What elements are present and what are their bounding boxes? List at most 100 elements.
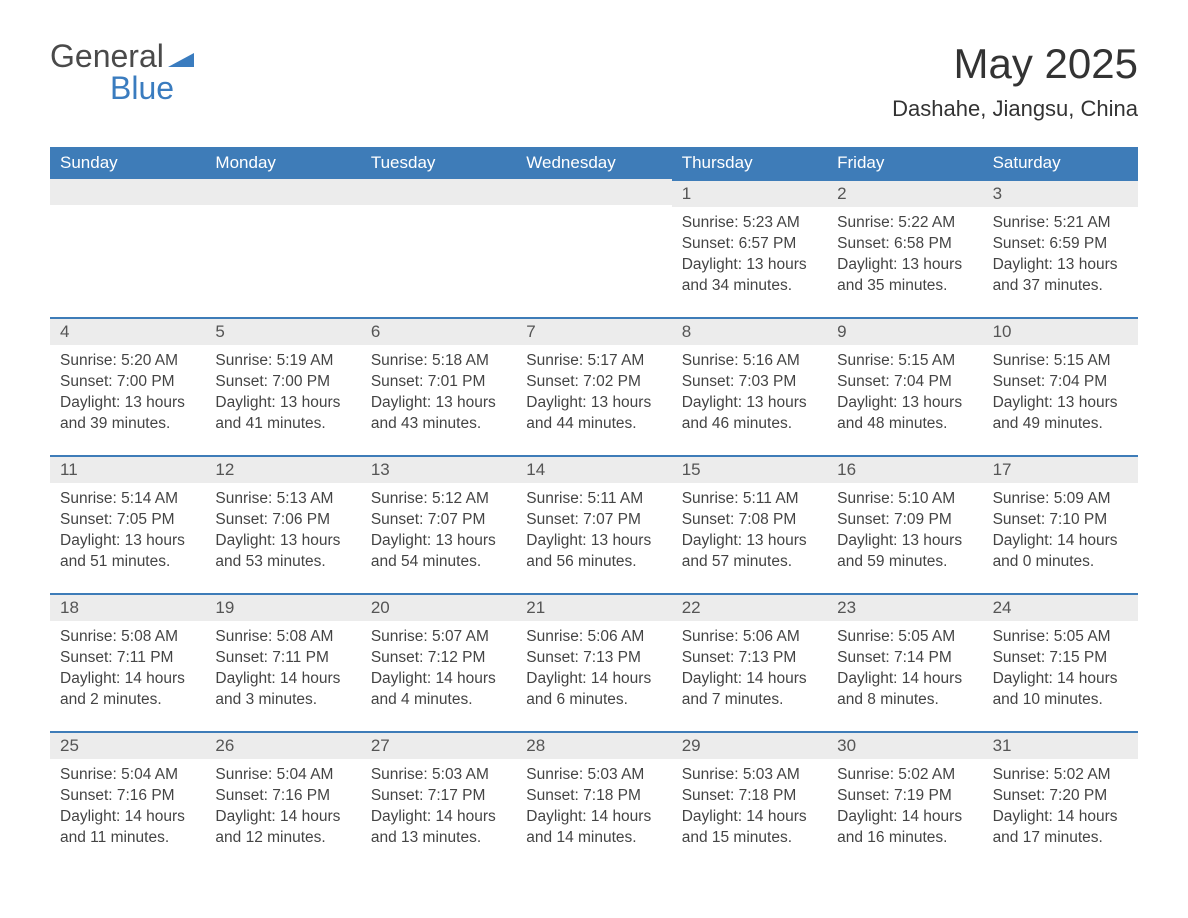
day-content: Sunrise: 5:03 AMSunset: 7:17 PMDaylight:… — [361, 759, 516, 855]
day-number: 3 — [983, 179, 1138, 207]
calendar-day-cell: 7Sunrise: 5:17 AMSunset: 7:02 PMDaylight… — [516, 317, 671, 455]
calendar-day-cell: 18Sunrise: 5:08 AMSunset: 7:11 PMDayligh… — [50, 593, 205, 731]
title-block: May 2025 Dashahe, Jiangsu, China — [892, 40, 1138, 122]
calendar-day-cell: 30Sunrise: 5:02 AMSunset: 7:19 PMDayligh… — [827, 731, 982, 855]
month-title: May 2025 — [892, 40, 1138, 88]
day-number: 18 — [50, 593, 205, 621]
day-number: 27 — [361, 731, 516, 759]
calendar-day-cell: 25Sunrise: 5:04 AMSunset: 7:16 PMDayligh… — [50, 731, 205, 855]
day-number: 5 — [205, 317, 360, 345]
day-number: 6 — [361, 317, 516, 345]
calendar-day-cell: 1Sunrise: 5:23 AMSunset: 6:57 PMDaylight… — [672, 179, 827, 317]
day-content: Sunrise: 5:04 AMSunset: 7:16 PMDaylight:… — [205, 759, 360, 855]
day-content: Sunrise: 5:02 AMSunset: 7:19 PMDaylight:… — [827, 759, 982, 855]
weekday-header: Wednesday — [516, 147, 671, 179]
day-number: 13 — [361, 455, 516, 483]
day-content: Sunrise: 5:02 AMSunset: 7:20 PMDaylight:… — [983, 759, 1138, 855]
day-number: 12 — [205, 455, 360, 483]
weekday-header: Saturday — [983, 147, 1138, 179]
day-number: 1 — [672, 179, 827, 207]
day-content: Sunrise: 5:19 AMSunset: 7:00 PMDaylight:… — [205, 345, 360, 455]
day-content: Sunrise: 5:06 AMSunset: 7:13 PMDaylight:… — [672, 621, 827, 731]
day-content-empty — [516, 205, 671, 315]
day-number: 31 — [983, 731, 1138, 759]
day-content: Sunrise: 5:22 AMSunset: 6:58 PMDaylight:… — [827, 207, 982, 317]
day-content: Sunrise: 5:05 AMSunset: 7:15 PMDaylight:… — [983, 621, 1138, 731]
calendar-day-cell: 23Sunrise: 5:05 AMSunset: 7:14 PMDayligh… — [827, 593, 982, 731]
calendar-day-cell: 11Sunrise: 5:14 AMSunset: 7:05 PMDayligh… — [50, 455, 205, 593]
calendar-day-cell: 29Sunrise: 5:03 AMSunset: 7:18 PMDayligh… — [672, 731, 827, 855]
calendar-day-cell: 15Sunrise: 5:11 AMSunset: 7:08 PMDayligh… — [672, 455, 827, 593]
calendar-week: 4Sunrise: 5:20 AMSunset: 7:00 PMDaylight… — [50, 317, 1138, 455]
calendar-day-cell — [516, 179, 671, 317]
day-content: Sunrise: 5:21 AMSunset: 6:59 PMDaylight:… — [983, 207, 1138, 317]
calendar-week: 18Sunrise: 5:08 AMSunset: 7:11 PMDayligh… — [50, 593, 1138, 731]
calendar-day-cell: 16Sunrise: 5:10 AMSunset: 7:09 PMDayligh… — [827, 455, 982, 593]
day-number: 24 — [983, 593, 1138, 621]
day-number-empty — [205, 179, 360, 205]
calendar-day-cell: 28Sunrise: 5:03 AMSunset: 7:18 PMDayligh… — [516, 731, 671, 855]
day-content-empty — [361, 205, 516, 315]
logo-triangle-icon — [168, 40, 194, 72]
calendar-day-cell: 27Sunrise: 5:03 AMSunset: 7:17 PMDayligh… — [361, 731, 516, 855]
calendar-day-cell: 2Sunrise: 5:22 AMSunset: 6:58 PMDaylight… — [827, 179, 982, 317]
day-content: Sunrise: 5:03 AMSunset: 7:18 PMDaylight:… — [516, 759, 671, 855]
calendar-day-cell: 13Sunrise: 5:12 AMSunset: 7:07 PMDayligh… — [361, 455, 516, 593]
day-number-empty — [50, 179, 205, 205]
day-content: Sunrise: 5:07 AMSunset: 7:12 PMDaylight:… — [361, 621, 516, 731]
day-number: 16 — [827, 455, 982, 483]
day-content: Sunrise: 5:03 AMSunset: 7:18 PMDaylight:… — [672, 759, 827, 855]
logo-word1: General — [50, 38, 164, 74]
day-content: Sunrise: 5:13 AMSunset: 7:06 PMDaylight:… — [205, 483, 360, 593]
day-content: Sunrise: 5:06 AMSunset: 7:13 PMDaylight:… — [516, 621, 671, 731]
logo-word2: Blue — [110, 70, 174, 106]
calendar-day-cell: 22Sunrise: 5:06 AMSunset: 7:13 PMDayligh… — [672, 593, 827, 731]
day-number: 19 — [205, 593, 360, 621]
day-number: 21 — [516, 593, 671, 621]
day-content: Sunrise: 5:11 AMSunset: 7:07 PMDaylight:… — [516, 483, 671, 593]
day-content: Sunrise: 5:04 AMSunset: 7:16 PMDaylight:… — [50, 759, 205, 855]
day-content: Sunrise: 5:09 AMSunset: 7:10 PMDaylight:… — [983, 483, 1138, 593]
day-number: 30 — [827, 731, 982, 759]
day-content: Sunrise: 5:08 AMSunset: 7:11 PMDaylight:… — [205, 621, 360, 731]
calendar-day-cell: 5Sunrise: 5:19 AMSunset: 7:00 PMDaylight… — [205, 317, 360, 455]
day-content: Sunrise: 5:17 AMSunset: 7:02 PMDaylight:… — [516, 345, 671, 455]
day-number: 29 — [672, 731, 827, 759]
day-content-empty — [205, 205, 360, 315]
day-number: 20 — [361, 593, 516, 621]
day-number: 2 — [827, 179, 982, 207]
calendar-day-cell: 6Sunrise: 5:18 AMSunset: 7:01 PMDaylight… — [361, 317, 516, 455]
day-number: 9 — [827, 317, 982, 345]
calendar-day-cell: 9Sunrise: 5:15 AMSunset: 7:04 PMDaylight… — [827, 317, 982, 455]
weekday-header: Tuesday — [361, 147, 516, 179]
calendar-day-cell: 19Sunrise: 5:08 AMSunset: 7:11 PMDayligh… — [205, 593, 360, 731]
calendar-day-cell: 3Sunrise: 5:21 AMSunset: 6:59 PMDaylight… — [983, 179, 1138, 317]
calendar-day-cell: 26Sunrise: 5:04 AMSunset: 7:16 PMDayligh… — [205, 731, 360, 855]
calendar-day-cell: 31Sunrise: 5:02 AMSunset: 7:20 PMDayligh… — [983, 731, 1138, 855]
day-number: 15 — [672, 455, 827, 483]
day-content: Sunrise: 5:12 AMSunset: 7:07 PMDaylight:… — [361, 483, 516, 593]
day-number: 14 — [516, 455, 671, 483]
day-number: 7 — [516, 317, 671, 345]
day-content: Sunrise: 5:15 AMSunset: 7:04 PMDaylight:… — [827, 345, 982, 455]
calendar-day-cell: 8Sunrise: 5:16 AMSunset: 7:03 PMDaylight… — [672, 317, 827, 455]
day-number: 25 — [50, 731, 205, 759]
day-number: 26 — [205, 731, 360, 759]
day-content: Sunrise: 5:11 AMSunset: 7:08 PMDaylight:… — [672, 483, 827, 593]
page-header: General Blue May 2025 Dashahe, Jiangsu, … — [50, 40, 1138, 122]
calendar-day-cell — [205, 179, 360, 317]
weekday-header: Sunday — [50, 147, 205, 179]
day-content: Sunrise: 5:20 AMSunset: 7:00 PMDaylight:… — [50, 345, 205, 455]
logo-text: General Blue — [50, 40, 194, 104]
day-content: Sunrise: 5:10 AMSunset: 7:09 PMDaylight:… — [827, 483, 982, 593]
day-content: Sunrise: 5:05 AMSunset: 7:14 PMDaylight:… — [827, 621, 982, 731]
day-content-empty — [50, 205, 205, 315]
calendar-week: 11Sunrise: 5:14 AMSunset: 7:05 PMDayligh… — [50, 455, 1138, 593]
weekday-header: Friday — [827, 147, 982, 179]
day-number: 11 — [50, 455, 205, 483]
day-content: Sunrise: 5:08 AMSunset: 7:11 PMDaylight:… — [50, 621, 205, 731]
day-content: Sunrise: 5:16 AMSunset: 7:03 PMDaylight:… — [672, 345, 827, 455]
day-number: 17 — [983, 455, 1138, 483]
calendar-day-cell — [361, 179, 516, 317]
calendar-week: 1Sunrise: 5:23 AMSunset: 6:57 PMDaylight… — [50, 179, 1138, 317]
